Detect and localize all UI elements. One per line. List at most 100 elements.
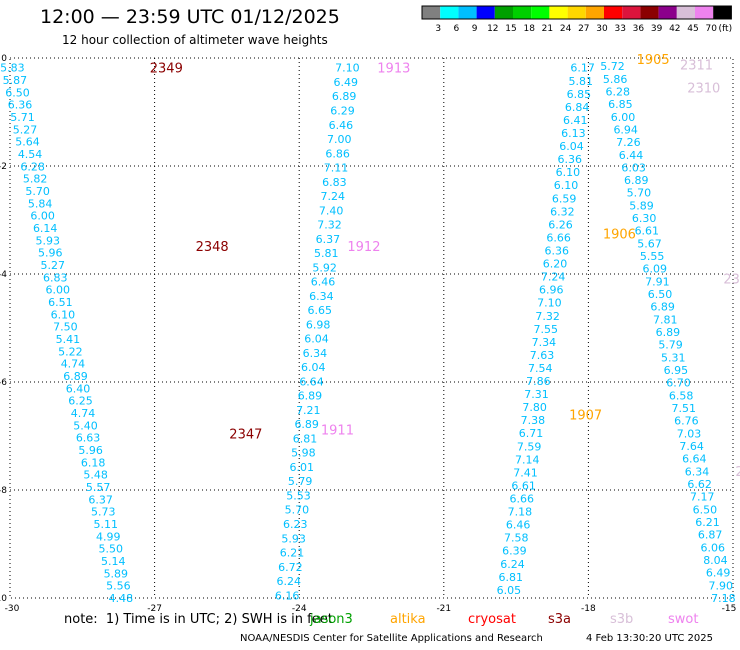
wave-height-value: 5.93: [281, 532, 306, 545]
wave-height-value: 7.41: [513, 466, 538, 479]
wave-height-value: 5.50: [99, 543, 124, 556]
wave-height-value: 5.67: [637, 237, 662, 250]
wave-height-value: 6.51: [48, 296, 73, 309]
wave-height-value: 6.28: [606, 85, 631, 98]
wave-height-value: 5.27: [13, 123, 38, 136]
wave-height-value: 7.58: [504, 532, 529, 545]
wave-height-value: 6.03: [621, 161, 646, 174]
wave-height-value: 5.40: [73, 419, 98, 432]
time-annotation: 2347: [229, 427, 262, 442]
wave-height-value: 7.34: [532, 336, 557, 349]
wave-height-value: 6.04: [301, 361, 326, 374]
wave-height-value: 6.17: [570, 62, 595, 75]
wave-height-value: 6.89: [63, 370, 88, 383]
wave-height-value: 7.54: [528, 362, 553, 375]
wave-height-value: 6.26: [548, 218, 573, 231]
wave-height-value: 6.01: [290, 461, 315, 474]
wave-height-value: 7.51: [672, 402, 697, 415]
wave-height-value: 7.10: [537, 297, 562, 310]
legend-item-swot: swot: [668, 612, 699, 627]
wave-height-value: 6.49: [334, 76, 359, 89]
colorbar-swatch: [458, 6, 477, 19]
wave-height-value: 5.81: [314, 247, 339, 260]
wave-height-value: 6.85: [567, 88, 592, 101]
wave-height-value: 6.89: [298, 390, 323, 403]
wave-height-value: 6.64: [299, 375, 324, 388]
time-annotation: 2348: [196, 240, 229, 255]
wave-height-value: 6.83: [43, 271, 68, 284]
colorbar-swatch: [585, 6, 604, 19]
colorbar-tick-label: 15: [505, 24, 516, 34]
wave-height-value: 6.70: [666, 377, 691, 390]
x-tick-label: -21: [436, 604, 451, 614]
wave-height-value: 6.87: [698, 529, 723, 542]
wave-height-value: 7.81: [653, 313, 678, 326]
wave-height-value: 6.58: [669, 389, 694, 402]
time-annotation: 2309: [723, 272, 740, 287]
wave-height-value: 6.14: [33, 222, 58, 235]
wave-height-value: 6.46: [329, 119, 354, 132]
wave-height-value: 7.10: [335, 62, 360, 75]
wave-height-value: 6.29: [330, 104, 355, 117]
wave-height-value: 6.09: [642, 263, 667, 276]
wave-height-value: 6.36: [545, 244, 570, 257]
wave-height-value: 6.64: [682, 453, 707, 466]
colorbar-swatch: [513, 6, 532, 19]
wave-height-value: 7.59: [517, 440, 542, 453]
colorbar-swatch: [549, 6, 568, 19]
time-annotation: 2310: [687, 82, 720, 97]
colorbar-swatch: [494, 6, 513, 19]
colorbar-frame: [421, 5, 732, 20]
wave-height-value: 5.72: [600, 60, 625, 73]
wave-height-value: 5.92: [312, 261, 337, 274]
wave-height-value: 5.53: [286, 489, 311, 502]
wave-height-value: 6.98: [306, 318, 331, 331]
wave-height-value: 6.44: [619, 149, 644, 162]
page-subtitle: 12 hour collection of altimeter wave hei…: [62, 33, 328, 47]
wave-height-value: 5.56: [106, 580, 131, 593]
colorbar-tick-label: 24: [560, 24, 572, 34]
wave-height-value: 6.37: [88, 493, 113, 506]
wave-height-value: 7.26: [616, 136, 641, 149]
wave-height-value: 6.36: [557, 153, 582, 166]
colorbar-tick-label: 18: [523, 24, 535, 34]
wave-height-value: 6.21: [695, 516, 720, 529]
wave-height-value: 5.57: [86, 481, 111, 494]
wave-height-value: 6.71: [519, 427, 544, 440]
wave-height-value: 5.79: [658, 339, 683, 352]
note-text: note: 1) Time is in UTC; 2) SWH is in fe…: [64, 612, 333, 627]
legend-item-altika: altika: [390, 612, 426, 627]
y-tick-label: -6: [0, 378, 7, 388]
wave-height-value: 7.63: [530, 349, 555, 362]
color-scale-bar: 3 6 9 12 15 18 21 24 27 30 33 36 39 42 45 70 (ft): [421, 5, 732, 34]
wave-height-value: 6.89: [332, 90, 357, 103]
y-tick-label: 0: [1, 54, 7, 64]
colorbar-swatch: [422, 6, 441, 19]
wave-height-value: 5.96: [38, 247, 63, 260]
wave-height-value: 6.50: [648, 288, 673, 301]
wave-height-value: 6.72: [278, 561, 303, 574]
wave-height-value: 6.96: [539, 284, 564, 297]
colorbar-tick-label: 12: [487, 24, 498, 34]
wave-height-value: 6.05: [497, 584, 522, 597]
wave-height-value: 6.85: [608, 98, 633, 111]
wave-height-value: 6.34: [309, 290, 334, 303]
colorbar-swatch: [531, 6, 550, 19]
wave-height-value: 5.71: [10, 111, 35, 124]
y-tick-label: -4: [0, 270, 7, 280]
wave-height-value: 6.61: [511, 479, 536, 492]
wave-height-value: 7.17: [690, 491, 715, 504]
colorbar-tick-label: 33: [614, 24, 625, 34]
wave-height-value: 7.18: [711, 592, 736, 605]
wave-height-value: 6.28: [20, 160, 45, 173]
wave-height-value: 7.32: [535, 310, 560, 323]
y-tick-label: -8: [0, 486, 7, 496]
wave-height-value: 4.74: [61, 358, 86, 371]
wave-height-value: 5.22: [58, 345, 83, 358]
wave-height-value: 6.34: [685, 465, 710, 478]
legend-item-cryosat: cryosat: [468, 612, 516, 627]
wave-height-value: 7.90: [708, 579, 733, 592]
time-annotation: 1912: [347, 240, 380, 255]
wave-height-value: 5.48: [83, 469, 108, 482]
